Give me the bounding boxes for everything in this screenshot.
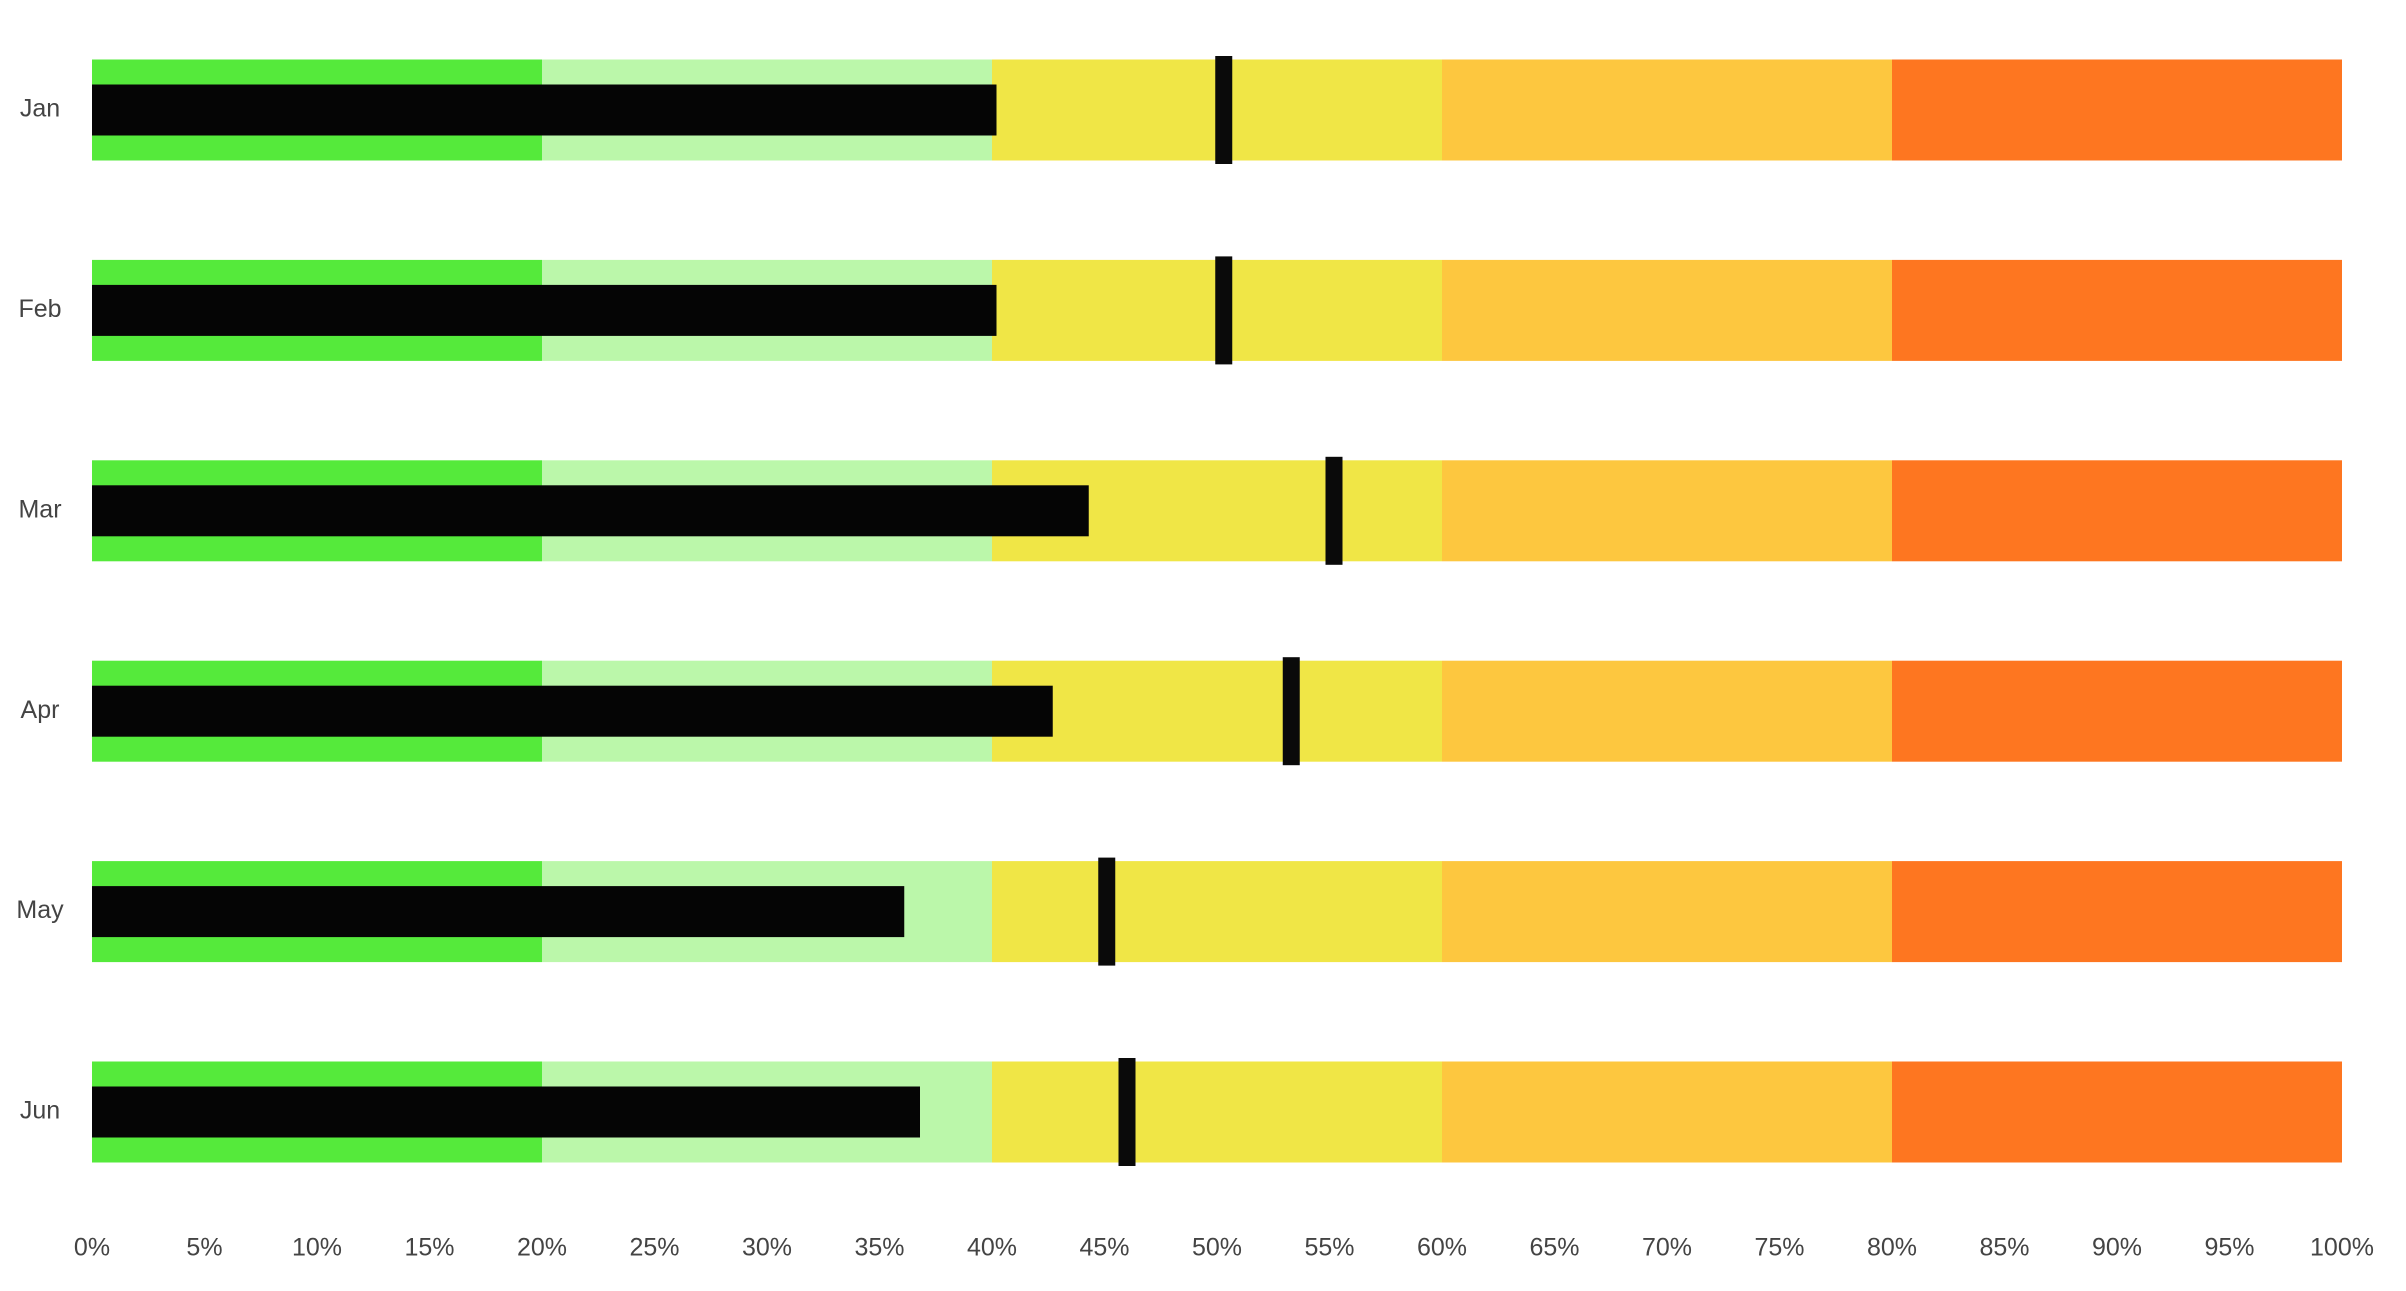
target-marker [1325, 456, 1343, 565]
x-tick-label: 10% [292, 1234, 342, 1262]
x-tick-label: 20% [517, 1234, 567, 1262]
category-label: Mar [18, 495, 61, 523]
range-band [1442, 259, 1892, 361]
range-band [1892, 1061, 2342, 1163]
range-band [1892, 660, 2342, 762]
range-band [1892, 460, 2342, 562]
x-tick-label: 95% [2204, 1234, 2254, 1262]
x-tick-label: 55% [1304, 1234, 1354, 1262]
x-tick-label: 15% [404, 1234, 454, 1262]
bar [92, 84, 997, 136]
x-tick-label: 35% [854, 1234, 904, 1262]
target-marker [1282, 657, 1300, 766]
range-band [1442, 1061, 1892, 1163]
category-label: May [16, 896, 64, 924]
target-marker [1098, 857, 1116, 966]
target-marker [1215, 256, 1233, 365]
range-band [1892, 861, 2342, 963]
x-tick-label: 30% [742, 1234, 792, 1262]
category-label: Jun [20, 1097, 60, 1125]
range-band [992, 660, 1442, 762]
range-band [1442, 460, 1892, 562]
x-tick-label: 5% [186, 1234, 222, 1262]
bar [92, 886, 905, 938]
x-tick-label: 25% [629, 1234, 679, 1262]
range-band [1892, 59, 2342, 161]
range-band [992, 861, 1442, 963]
x-tick-label: 60% [1417, 1234, 1467, 1262]
category-label: Jan [20, 95, 60, 123]
x-tick-label: 40% [967, 1234, 1017, 1262]
target-marker [1118, 1058, 1136, 1166]
x-tick-label: 85% [1979, 1234, 2029, 1262]
bar [92, 685, 1053, 737]
category-label: Apr [21, 696, 60, 724]
x-tick-label: 70% [1642, 1234, 1692, 1262]
x-tick-label: 90% [2092, 1234, 2142, 1262]
range-band [1442, 660, 1892, 762]
x-tick-label: 50% [1192, 1234, 1242, 1262]
x-tick-label: 80% [1867, 1234, 1917, 1262]
x-tick-label: 75% [1754, 1234, 1804, 1262]
bar [92, 485, 1089, 537]
x-tick-label: 65% [1529, 1234, 1579, 1262]
range-band [1892, 259, 2342, 361]
range-band [1442, 59, 1892, 161]
range-band [992, 1061, 1442, 1163]
bar [92, 1086, 920, 1138]
x-tick-label: 100% [2310, 1234, 2374, 1262]
target-marker [1215, 56, 1233, 164]
x-tick-label: 0% [74, 1234, 110, 1262]
range-band [1442, 861, 1892, 963]
category-label: Feb [18, 295, 61, 323]
bar [92, 284, 997, 336]
x-tick-label: 45% [1079, 1234, 1129, 1262]
